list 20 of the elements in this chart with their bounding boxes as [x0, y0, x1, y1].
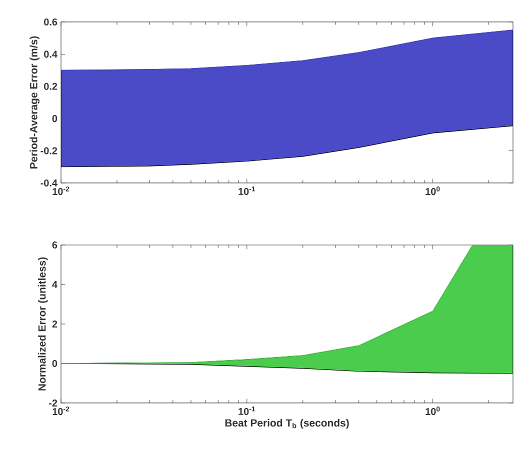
y-tick-label: 0.6: [44, 18, 58, 26]
y-axis-title: Period-Average Error (m/s): [30, 36, 40, 168]
x-axis-title: Beat Period T$_{b}$ (seconds): [225, 418, 349, 429]
y-tick-label: 0.4: [44, 50, 58, 58]
y-tick-label: -0.4: [40, 179, 58, 187]
y-tick-label: -2: [49, 400, 58, 406]
y-tick-label: 0: [52, 115, 58, 122]
x-tick-label: 10$^{-1}$: [238, 186, 256, 196]
y-tick-label: 2: [52, 320, 58, 328]
y-tick-label: 0.2: [44, 82, 58, 90]
y-tick-label: 0: [52, 360, 58, 368]
x-tick-label: 10$^{-2}$: [52, 186, 70, 196]
y-tick-label: -0.2: [40, 147, 58, 154]
y-axis-title: Normalized Error (unitless): [38, 257, 48, 390]
y-tick-label: 4: [52, 281, 58, 288]
x-tick-label: 10$^{-2}$: [52, 406, 70, 416]
x-tick-label: 10$^{0}$: [426, 186, 440, 196]
x-tick-label: 10$^{0}$: [426, 406, 440, 416]
x-tick-label: 10$^{-1}$: [238, 406, 256, 416]
y-tick-label: 6: [52, 241, 58, 249]
